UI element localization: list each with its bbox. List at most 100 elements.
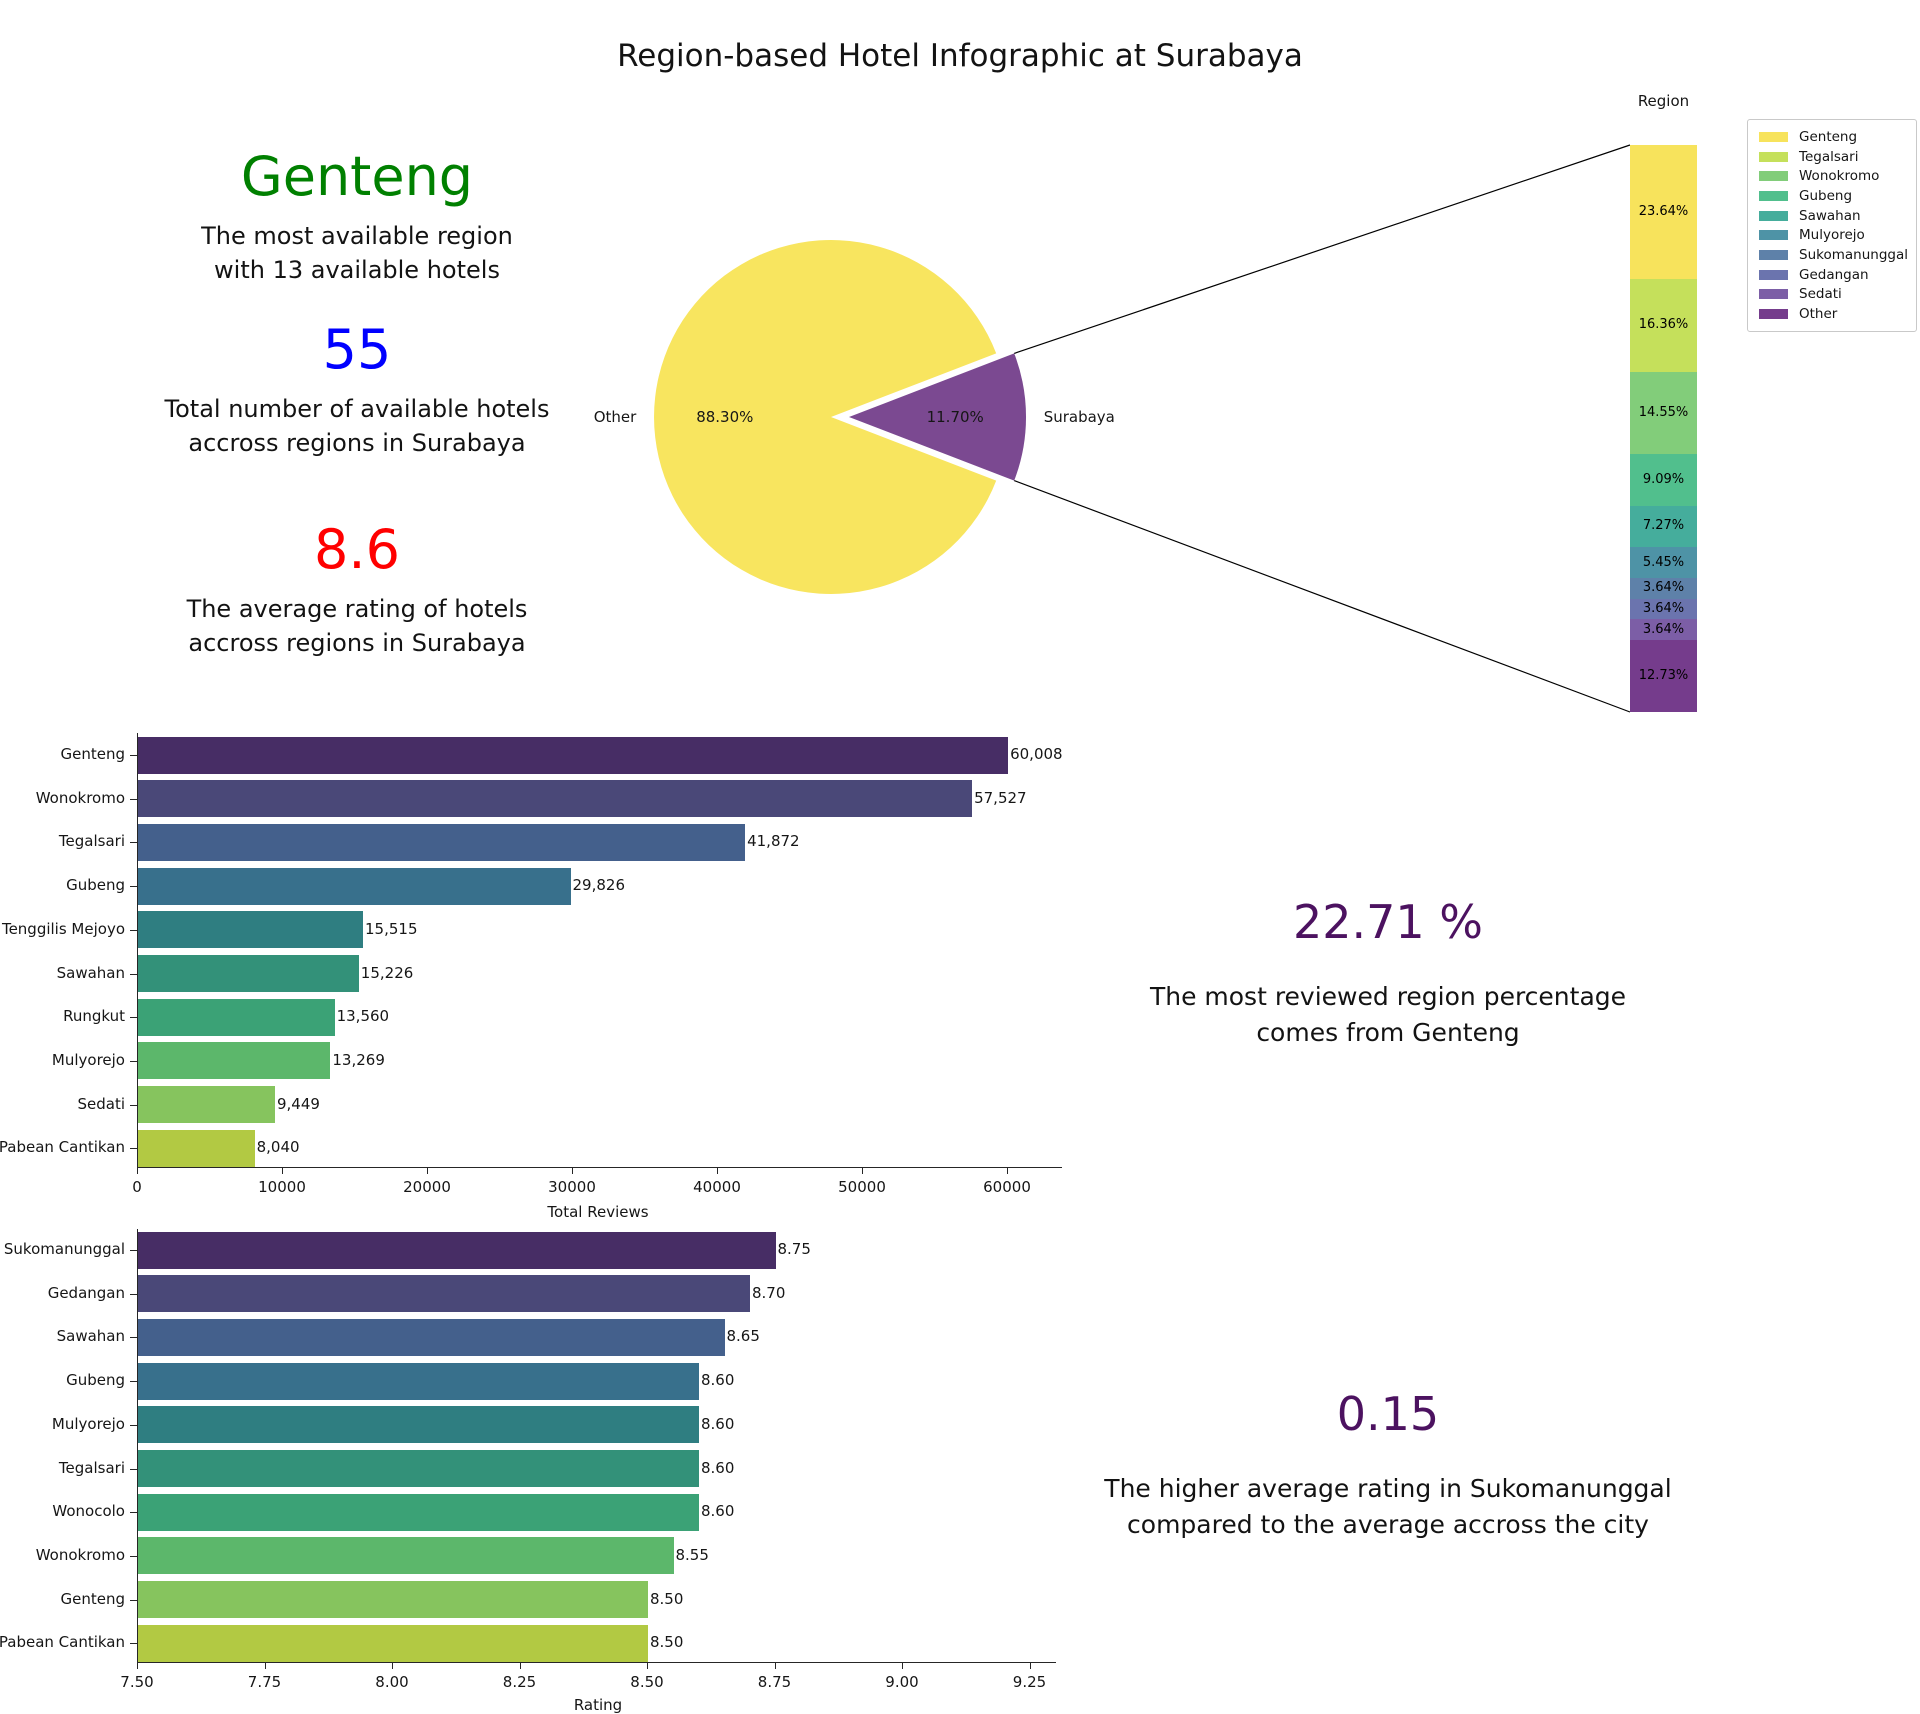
- legend-swatch: [1759, 308, 1788, 319]
- legend-label: Gubeng: [1799, 187, 1853, 204]
- y-axis-tick: [130, 1148, 137, 1150]
- legend-item-sukomanunggal: Sukomanunggal: [1759, 247, 1910, 263]
- bar-sawahan: [138, 1318, 725, 1356]
- bar-value-label: 8.55: [675, 1545, 709, 1564]
- bar-wonokromo: [138, 1537, 674, 1575]
- y-axis-tick: [130, 842, 137, 844]
- category-label: Sukomanunggal: [3, 1240, 125, 1258]
- x-axis-label-rating: Rating: [573, 1696, 623, 1714]
- bar-pabean-cantikan: [138, 1129, 255, 1167]
- legend-label: Genteng: [1799, 129, 1858, 145]
- stat-value-average-rating: 8.6: [314, 518, 400, 581]
- y-axis-tick: [130, 886, 137, 888]
- legend-swatch: [1759, 289, 1788, 300]
- stacked-segment-gedangan: [1630, 598, 1697, 620]
- legend-label: Other: [1799, 305, 1838, 322]
- legend-swatch: [1759, 210, 1788, 221]
- x-tick-label: 50000: [838, 1178, 886, 1196]
- stat-desc-average-rating: The average rating of hotels accross reg…: [186, 595, 528, 658]
- bar-genteng: [138, 1581, 648, 1619]
- bar-sedati: [138, 1086, 275, 1124]
- bar-value-label: 60,008: [1010, 745, 1063, 763]
- stacked-segment-sawahan: [1630, 505, 1697, 547]
- stacked-bar-title: Region: [1637, 92, 1690, 110]
- bar-value-label: 13,269: [332, 1050, 385, 1069]
- bar-sawahan: [138, 955, 359, 992]
- x-axis-tick: [572, 1168, 573, 1174]
- bar-rungkut: [138, 998, 335, 1036]
- legend-item-other: Other: [1759, 306, 1910, 322]
- x-axis-line: [137, 1167, 1062, 1168]
- category-label: Sawahan: [56, 963, 125, 982]
- bar-value-label: 15,226: [360, 963, 414, 982]
- category-label: Sedati: [77, 1094, 125, 1113]
- bar-value-label: 8.50: [650, 1589, 684, 1608]
- x-axis-tick: [1007, 1168, 1008, 1174]
- bar-value-label: 8.50: [650, 1633, 684, 1652]
- bar-sukomanunggal: [138, 1231, 776, 1269]
- y-axis-tick: [130, 1424, 137, 1426]
- connector-line-top: [1014, 144, 1631, 354]
- bar-value-label: 8.60: [701, 1502, 735, 1521]
- bar-tegalsari: [138, 823, 746, 861]
- bar-value-label: 9,449: [277, 1094, 320, 1113]
- stacked-segment-value: 16.36%: [1638, 317, 1689, 333]
- stat-value-total-hotels: 55: [322, 318, 392, 381]
- stat-total-hotels: 55 Total number of available hotels accr…: [77, 318, 637, 461]
- bar-value-label: 13,560: [336, 1007, 390, 1026]
- bar-mulyorejo: [138, 1406, 699, 1444]
- region-legend: Genteng Tegalsari Wonokromo Gubeng Sawahan Mu…: [1747, 119, 1917, 332]
- legend-swatch: [1759, 269, 1788, 280]
- x-tick-label: 8.75: [757, 1673, 792, 1691]
- stat-average-rating: 8.6 The average rating of hotels accross…: [77, 518, 637, 661]
- region-stacked-bar: 23.64% 16.36% 14.55% 9.09% 7.27% 5.45% 3.64% 3.…: [1630, 145, 1697, 713]
- pie-pct-other: 88.30%: [696, 408, 753, 426]
- legend-label: Sukomanunggal: [1799, 246, 1908, 263]
- y-axis-tick: [130, 929, 137, 931]
- bar-value-label: 57,527: [974, 788, 1027, 807]
- bar-value-label: 8,040: [256, 1138, 300, 1157]
- category-label: Sawahan: [56, 1327, 125, 1346]
- x-axis-label-total-reviews: Total Reviews: [547, 1203, 649, 1221]
- category-label: Gubeng: [66, 876, 125, 895]
- stacked-segment-value: 14.55%: [1638, 405, 1689, 420]
- legend-label: Sedati: [1799, 286, 1842, 303]
- x-axis-tick: [902, 1663, 903, 1669]
- bar-value-label: 41,872: [747, 832, 800, 851]
- y-axis-tick: [130, 1293, 137, 1295]
- bar-value-label: 8.65: [726, 1327, 760, 1346]
- legend-swatch: [1759, 249, 1788, 260]
- stacked-segment-sedati: [1630, 619, 1697, 640]
- category-label: Genteng: [60, 1589, 126, 1608]
- bar-tegalsari: [138, 1450, 699, 1487]
- legend-item-sawahan: Sawahan: [1759, 208, 1910, 224]
- x-axis-tick: [137, 1663, 138, 1669]
- category-label: Pabean Cantikan: [0, 1138, 125, 1157]
- stacked-segment-gubeng: [1630, 454, 1697, 506]
- stacked-segment-sukomanunggal: [1630, 578, 1697, 599]
- bar-value-label: 29,826: [572, 876, 626, 895]
- x-tick-label: 8.50: [630, 1673, 664, 1691]
- bar-tenggilis-mejoyo: [138, 911, 363, 949]
- bar-gedangan: [138, 1275, 750, 1313]
- stat-desc-most-reviewed: The most reviewed region percentage come…: [1149, 981, 1627, 1047]
- x-tick-label: 60000: [983, 1178, 1031, 1196]
- y-axis-tick: [130, 1337, 137, 1339]
- y-axis-tick: [130, 1060, 137, 1062]
- category-label: Mulyorejo: [51, 1414, 125, 1433]
- legend-item-tegalsari: Tegalsari: [1759, 149, 1910, 165]
- bar-value-label: 8.60: [701, 1414, 735, 1433]
- x-tick-label: 20000: [403, 1178, 451, 1196]
- x-tick-label: 8.25: [502, 1673, 537, 1691]
- x-tick-label: 30000: [548, 1178, 596, 1196]
- y-axis-tick: [130, 1381, 137, 1383]
- stat-most-available-region: Genteng The most available region with 1…: [77, 146, 637, 288]
- legend-label: Wonokromo: [1799, 168, 1880, 185]
- y-axis-tick: [130, 1468, 137, 1470]
- legend-label: Mulyorejo: [1799, 227, 1865, 244]
- x-axis-line: [137, 1662, 1056, 1663]
- stacked-segment-mulyorejo: [1630, 547, 1697, 578]
- legend-item-gedangan: Gedangan: [1759, 267, 1910, 283]
- stacked-segment-value: 9.09%: [1642, 472, 1685, 488]
